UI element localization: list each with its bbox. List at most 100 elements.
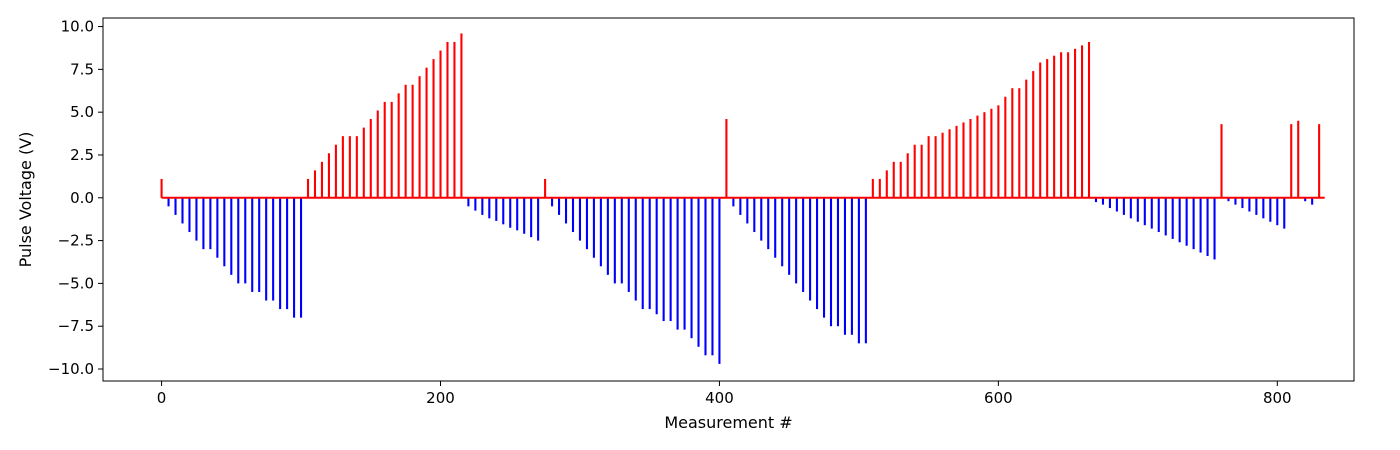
bar-11 (237, 197, 240, 284)
bar-144 (1164, 197, 1167, 236)
bar-54 (537, 197, 540, 241)
bar-122 (1011, 88, 1014, 198)
bar-24 (327, 153, 330, 198)
bar-63 (599, 197, 602, 267)
bar-73 (669, 197, 672, 322)
bar-39 (432, 59, 435, 198)
bar-141 (1143, 197, 1146, 226)
bar-37 (418, 76, 421, 198)
bar-74 (676, 197, 679, 330)
bar-150 (1206, 197, 1209, 257)
y-tick-label: 5.0 (70, 103, 94, 121)
y-tick-label: −5.0 (58, 274, 94, 292)
bar-53 (530, 197, 533, 238)
bar-92 (802, 197, 805, 292)
bar-78 (704, 197, 707, 356)
bar-9 (223, 197, 226, 267)
bar-115 (962, 122, 965, 198)
bar-36 (411, 84, 414, 198)
bar-158 (1262, 197, 1265, 219)
bar-145 (1171, 197, 1174, 239)
bar-153 (1227, 197, 1230, 202)
bar-104 (885, 170, 888, 198)
bar-60 (578, 197, 582, 241)
x-tick-label: 0 (157, 389, 167, 407)
bar-149 (1199, 197, 1202, 253)
bar-40 (439, 50, 442, 198)
bar-64 (606, 197, 609, 275)
bar-58 (564, 197, 568, 224)
bar-112 (941, 132, 944, 198)
bar-49 (502, 197, 505, 225)
bar-52 (523, 197, 526, 234)
bar-101 (864, 197, 867, 344)
bar-5 (195, 197, 198, 241)
bar-129 (1060, 52, 1063, 198)
bar-22 (313, 170, 317, 198)
bar-127 (1046, 59, 1049, 198)
bar-137 (1115, 197, 1118, 212)
y-tick-label: 10.0 (61, 18, 94, 36)
bar-66 (620, 197, 623, 284)
bar-147 (1185, 197, 1188, 246)
y-tick-label: −7.5 (58, 317, 94, 335)
bar-76 (690, 197, 693, 339)
bar-31 (376, 110, 379, 198)
bar-96 (829, 197, 833, 327)
bar-97 (836, 197, 840, 327)
bar-marks (160, 33, 1321, 364)
bar-140 (1136, 197, 1139, 222)
bar-12 (244, 197, 247, 284)
bar-116 (969, 119, 972, 198)
bar-135 (1101, 197, 1105, 205)
bar-83 (739, 197, 742, 215)
bar-98 (843, 197, 846, 335)
bar-46 (481, 197, 484, 215)
y-tick-label: 7.5 (70, 60, 94, 78)
bar-84 (746, 197, 749, 224)
bar-132 (1081, 45, 1084, 198)
bar-79 (711, 197, 714, 356)
bar-1 (167, 197, 170, 207)
bar-88 (774, 197, 777, 258)
bar-82 (732, 197, 735, 207)
bar-86 (760, 197, 763, 241)
bar-126 (1039, 62, 1042, 198)
bar-57 (558, 197, 561, 215)
x-tick-label: 600 (984, 389, 1013, 407)
bar-61 (585, 197, 588, 250)
bar-2 (174, 197, 177, 215)
bar-19 (293, 197, 296, 318)
bar-124 (1025, 79, 1028, 198)
bar-69 (641, 197, 644, 310)
bar-130 (1067, 52, 1070, 198)
bar-142 (1150, 197, 1153, 229)
y-tick-label: −2.5 (58, 232, 94, 250)
bar-38 (425, 67, 428, 198)
bar-156 (1248, 197, 1251, 212)
bar-14 (258, 197, 261, 292)
bar-47 (488, 197, 491, 219)
bar-151 (1213, 197, 1216, 260)
bar-81 (725, 119, 728, 198)
x-tick-label: 200 (426, 389, 455, 407)
bar-28 (355, 136, 358, 198)
bar-67 (627, 197, 630, 292)
bar-134 (1094, 197, 1098, 203)
bar-125 (1032, 71, 1035, 198)
bar-17 (279, 197, 282, 310)
bar-3 (181, 197, 184, 224)
bar-13 (251, 197, 254, 292)
bar-21 (306, 178, 310, 198)
x-tick-label: 800 (1263, 389, 1292, 407)
bar-87 (767, 197, 770, 250)
bar-166 (1318, 124, 1321, 198)
bar-20 (299, 197, 303, 318)
bar-136 (1108, 197, 1111, 209)
bar-18 (286, 197, 289, 310)
bar-128 (1053, 55, 1056, 198)
bar-27 (348, 136, 351, 198)
bar-131 (1074, 48, 1077, 198)
bar-148 (1192, 197, 1195, 250)
